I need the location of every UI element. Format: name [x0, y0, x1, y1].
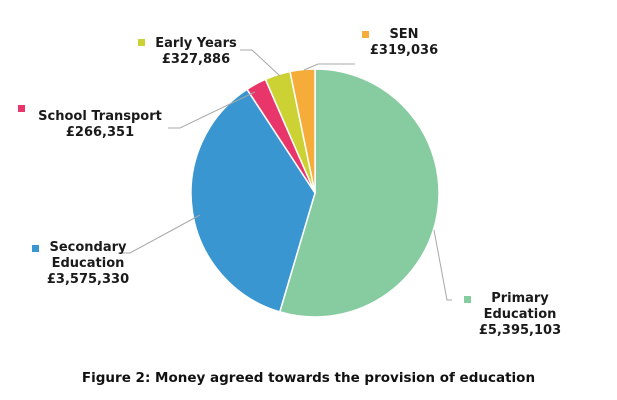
data-label-value-school-transport: £266,351: [66, 125, 134, 140]
data-label-value-primary-education: £5,395,103: [479, 323, 561, 338]
data-label-name-primary-education: Primary: [491, 291, 549, 306]
data-label-name-sen: SEN: [389, 27, 418, 42]
data-label-value-sen: £319,036: [370, 43, 438, 58]
legend-marker-primary-education: [464, 296, 471, 303]
leader-line-school-transport: [168, 91, 256, 129]
data-label-name-secondary-education: Education: [52, 256, 125, 271]
legend-marker-early-years: [138, 39, 145, 46]
data-label-name-secondary-education: Secondary: [49, 240, 127, 255]
data-label-name-school-transport: School Transport: [38, 109, 162, 124]
legend-marker-school-transport: [18, 105, 25, 112]
legend-marker-sen: [362, 31, 369, 38]
figure-caption: Figure 2: Money agreed towards the provi…: [81, 370, 536, 386]
data-label-value-secondary-education: £3,575,330: [47, 272, 129, 287]
leader-line-early-years: [240, 49, 281, 77]
pie-slice-secondary-education: [190, 88, 316, 313]
pie-slice-primary-education: [278, 68, 440, 318]
data-label-value-early-years: £327,886: [162, 52, 230, 67]
leader-line-secondary-education: [118, 214, 201, 254]
data-label-name-early-years: Early Years: [155, 36, 237, 51]
legend-marker-secondary-education: [32, 245, 39, 252]
data-label-name-primary-education: Education: [484, 307, 557, 322]
leader-line-primary-education: [433, 229, 452, 301]
leader-line-sen: [303, 63, 355, 71]
pie-slice-sen: [289, 68, 316, 194]
